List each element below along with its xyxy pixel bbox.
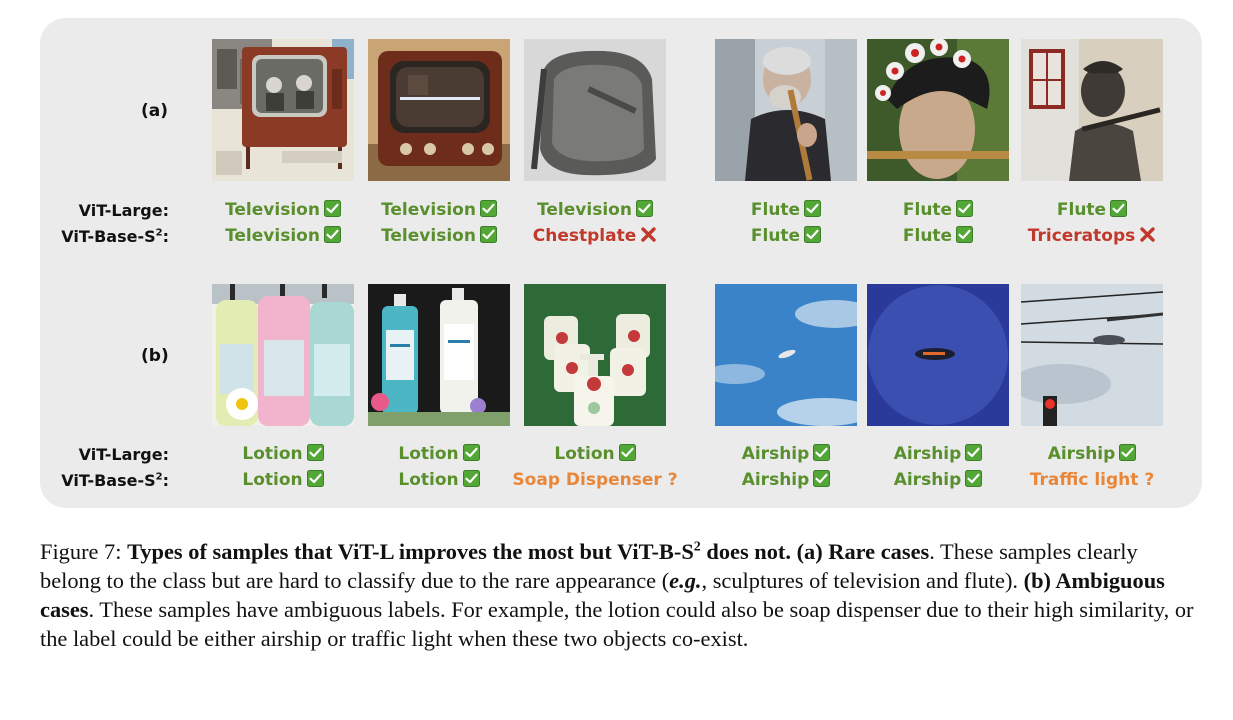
- vit-large-prediction: Television: [354, 200, 524, 220]
- check-box-icon: [323, 200, 341, 217]
- vit-base-label-a: ViT-Base-S2:: [61, 227, 169, 246]
- image-novasiso-bottles: [368, 284, 510, 426]
- image-airship-sky: [715, 284, 857, 426]
- image-tv-sculpture: [524, 39, 666, 181]
- vit-large-prediction: Television: [510, 200, 680, 220]
- prediction-text: Television: [381, 226, 476, 246]
- image-lotion-bottles: [212, 284, 354, 426]
- check-box-icon: [956, 200, 974, 217]
- check-box-icon: [323, 226, 341, 243]
- prediction-text: Chestplate: [532, 226, 637, 246]
- prediction-text: Television: [537, 200, 632, 220]
- image-woman-playing-flute: [867, 39, 1009, 181]
- check-box-icon: [1119, 444, 1137, 461]
- red-x-icon: [640, 226, 657, 243]
- caption-figure-number: Figure 7:: [40, 539, 128, 564]
- image-man-playing-flute: [715, 39, 857, 181]
- prediction-text: Airship: [893, 470, 962, 490]
- prediction-text: Airship: [893, 444, 962, 464]
- prediction-text: Airship: [741, 444, 810, 464]
- check-box-icon: [1110, 200, 1128, 217]
- prediction-text: Lotion: [398, 470, 459, 490]
- check-box-icon: [813, 444, 831, 461]
- check-box-icon: [306, 470, 324, 487]
- vit-large-label-a: ViT-Large:: [78, 201, 169, 220]
- prediction-text: Flute: [902, 200, 953, 220]
- vit-base-prediction: Chestplate: [510, 226, 680, 246]
- check-box-icon: [462, 470, 480, 487]
- vit-base-prediction: Flute: [853, 226, 1023, 246]
- check-box-icon: [618, 444, 636, 461]
- prediction-text: Lotion: [398, 444, 459, 464]
- vit-base-prediction: Triceratops: [1007, 226, 1177, 246]
- vit-base-prediction: Traffic light ?: [1007, 470, 1177, 490]
- vit-large-prediction: Airship: [701, 444, 871, 464]
- check-box-icon: [956, 226, 974, 243]
- vit-large-prediction: Flute: [701, 200, 871, 220]
- vit-base-prediction: Television: [354, 226, 524, 246]
- check-box-icon: [813, 470, 831, 487]
- vit-large-prediction: Lotion: [198, 444, 368, 464]
- vit-base-prediction: Airship: [701, 470, 871, 490]
- check-box-icon: [965, 470, 983, 487]
- prediction-text: Flute: [750, 200, 801, 220]
- vit-large-prediction: Lotion: [510, 444, 680, 464]
- check-box-icon: [965, 444, 983, 461]
- prediction-text: Triceratops: [1027, 226, 1136, 246]
- prediction-text: Television: [225, 226, 320, 246]
- vit-base-label-b: ViT-Base-S2:: [61, 471, 169, 490]
- check-box-icon: [479, 200, 497, 217]
- prediction-text: Television: [381, 200, 476, 220]
- prediction-text: Television: [225, 200, 320, 220]
- vit-base-prediction: Television: [198, 226, 368, 246]
- prediction-text: Airship: [741, 470, 810, 490]
- vit-large-prediction: Lotion: [354, 444, 524, 464]
- check-box-icon: [462, 444, 480, 461]
- prediction-text: Soap Dispenser ?: [512, 470, 678, 490]
- vit-base-prediction: Lotion: [354, 470, 524, 490]
- vit-large-prediction: Airship: [1007, 444, 1177, 464]
- red-x-icon: [1139, 226, 1156, 243]
- prediction-text: Airship: [1047, 444, 1116, 464]
- prediction-text: Flute: [750, 226, 801, 246]
- check-box-icon: [479, 226, 497, 243]
- check-box-icon: [804, 200, 822, 217]
- check-box-icon: [635, 200, 653, 217]
- prediction-text: Traffic light ?: [1029, 470, 1155, 490]
- vit-large-prediction: Television: [198, 200, 368, 220]
- row-a-label: (a): [141, 101, 169, 121]
- figure-caption: Figure 7: Types of samples that ViT-L im…: [40, 539, 1194, 651]
- image-airship-traffic-light: [1021, 284, 1163, 426]
- vit-base-prediction: Soap Dispenser ?: [510, 470, 680, 490]
- prediction-text: Flute: [1056, 200, 1107, 220]
- vit-large-prediction: Flute: [1007, 200, 1177, 220]
- vit-large-prediction: Flute: [853, 200, 1023, 220]
- vit-base-prediction: Lotion: [198, 470, 368, 490]
- vit-large-label-b: ViT-Large:: [78, 445, 169, 464]
- prediction-text: Flute: [902, 226, 953, 246]
- caption-title: Types of samples that ViT-L improves the…: [127, 539, 930, 564]
- check-box-icon: [306, 444, 324, 461]
- image-soap-dispensers: [524, 284, 666, 426]
- prediction-text: Lotion: [554, 444, 615, 464]
- prediction-text: Lotion: [242, 470, 303, 490]
- image-airship-night: [867, 284, 1009, 426]
- caption-part-b-label: (b) Ambiguous cases: [40, 568, 1165, 622]
- vit-base-prediction: Airship: [853, 470, 1023, 490]
- row-b-label: (b): [141, 346, 169, 366]
- prediction-text: Lotion: [242, 444, 303, 464]
- vit-base-prediction: Flute: [701, 226, 871, 246]
- vit-large-prediction: Airship: [853, 444, 1023, 464]
- image-wooden-tv: [368, 39, 510, 181]
- image-vintage-tv-ad: [212, 39, 354, 181]
- check-box-icon: [804, 226, 822, 243]
- image-flute-sculpture: [1021, 39, 1163, 181]
